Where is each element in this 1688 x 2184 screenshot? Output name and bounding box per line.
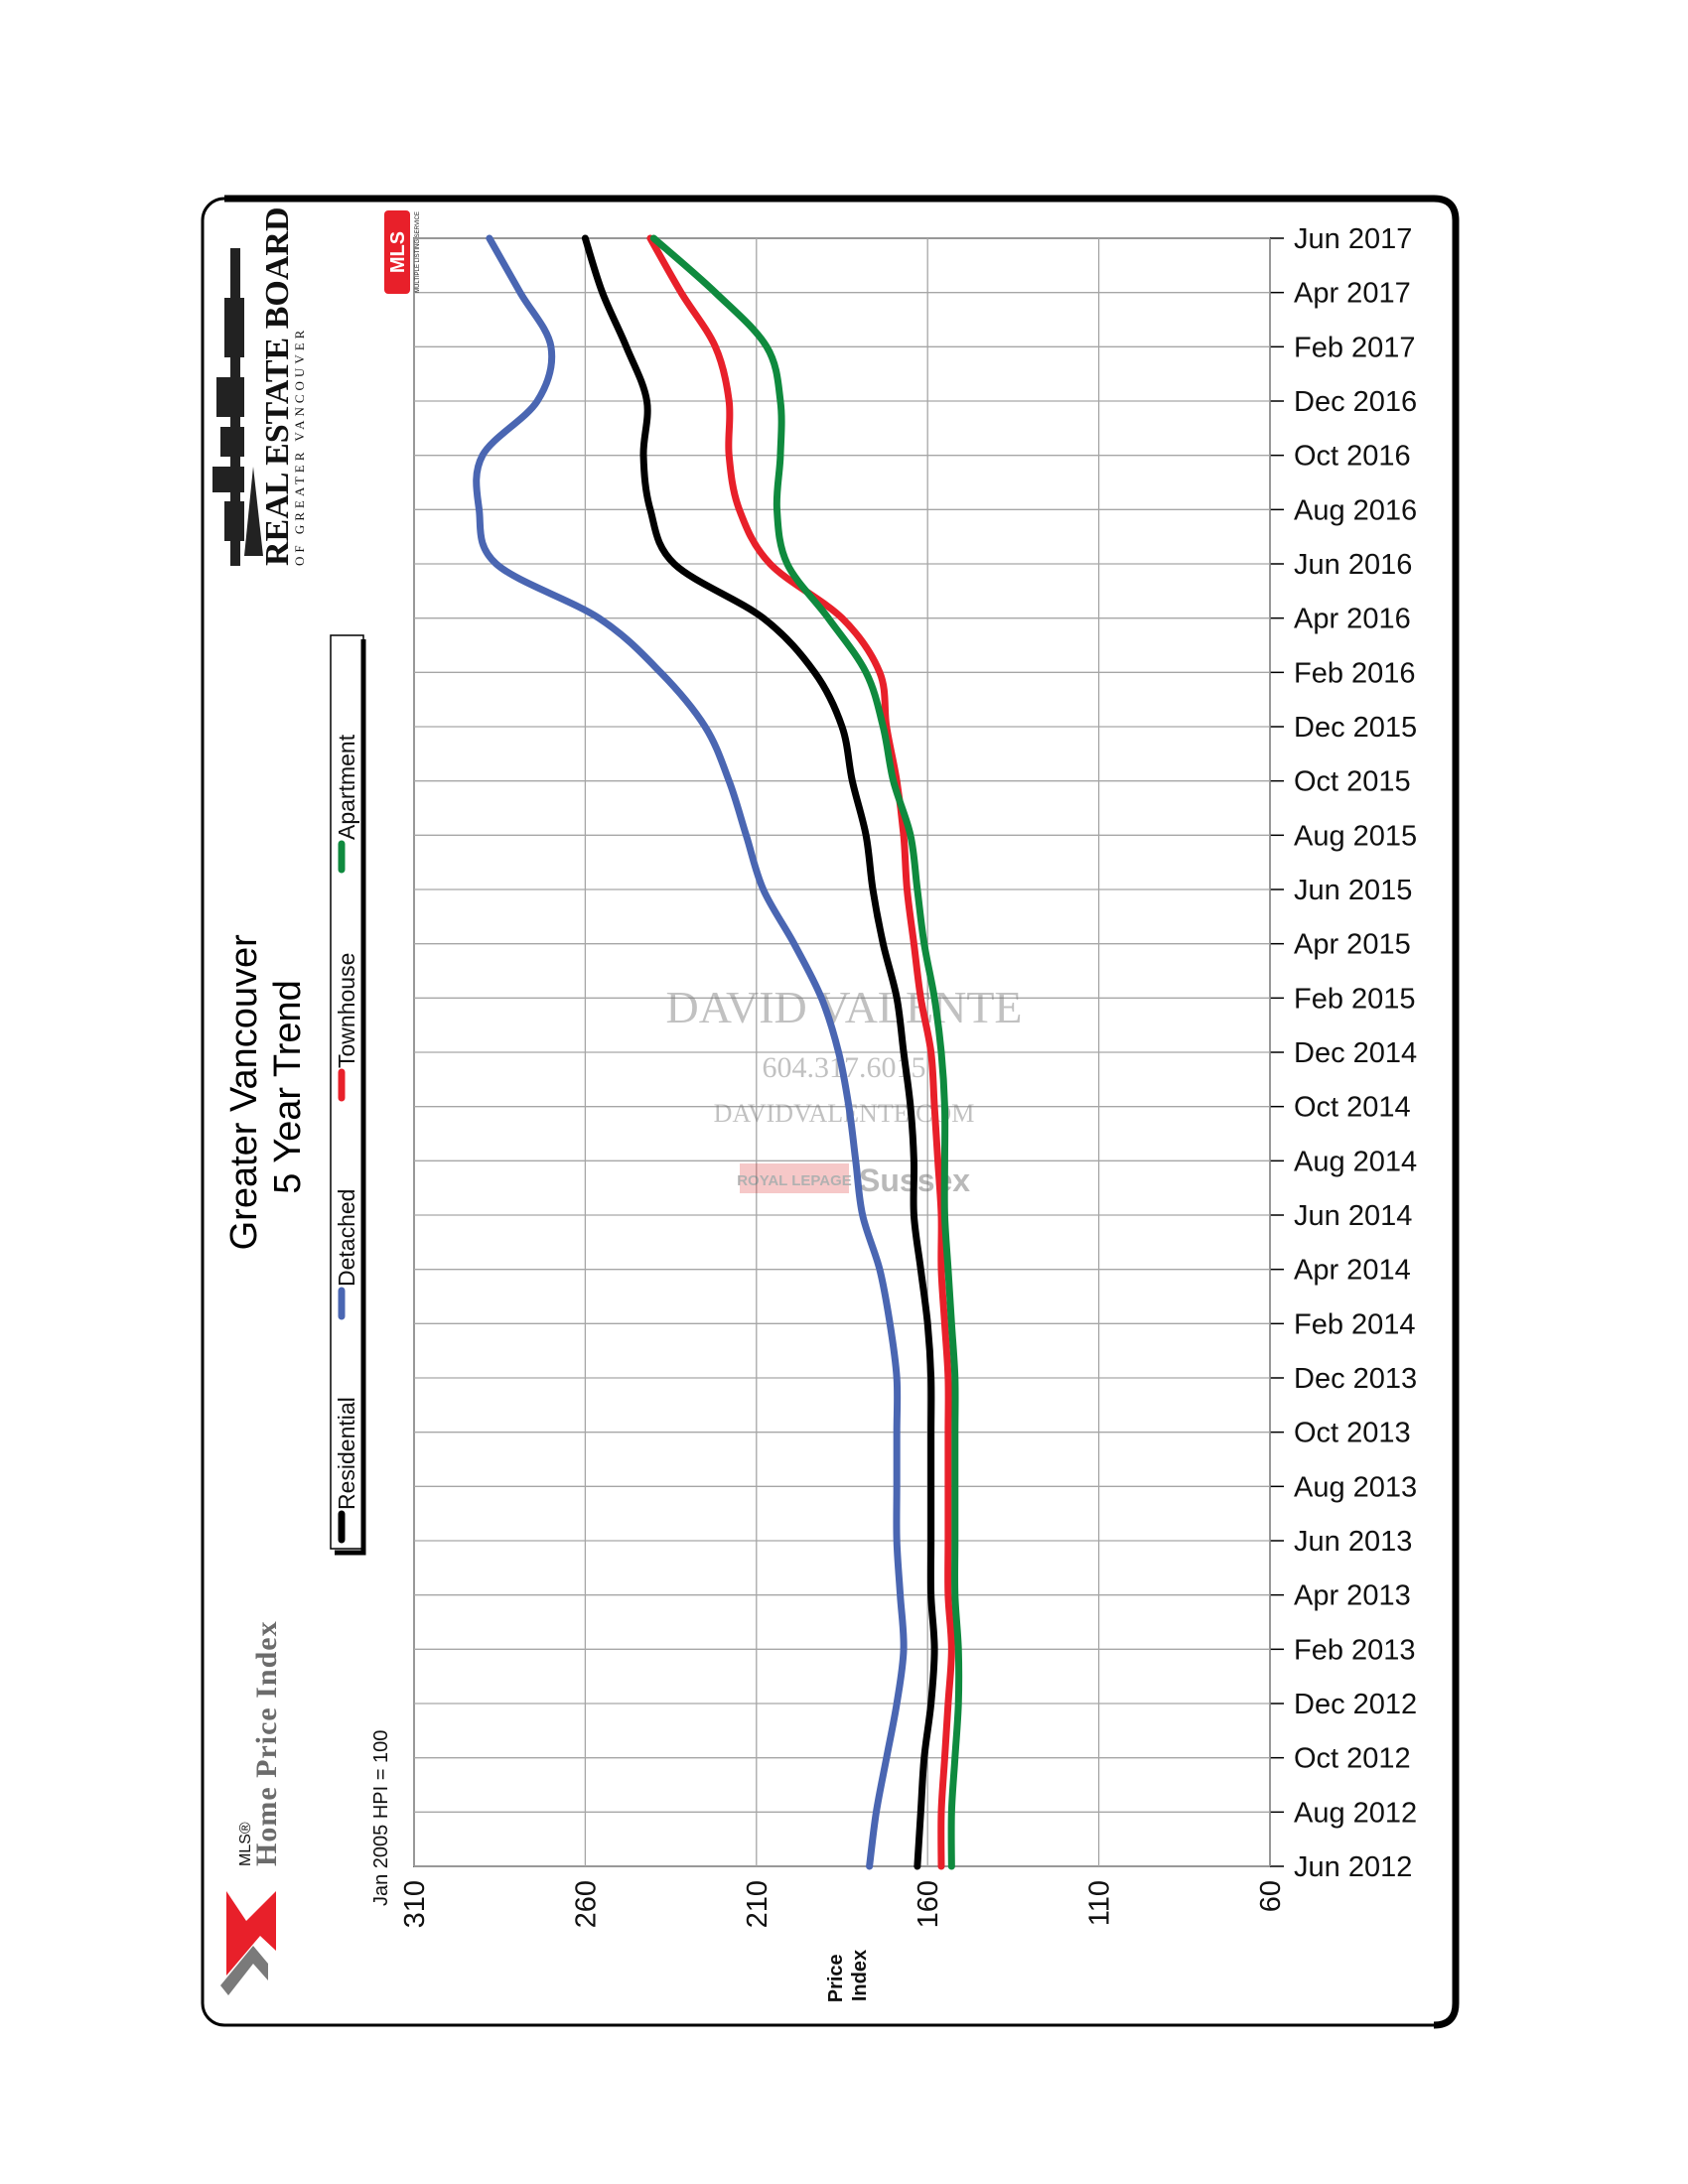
series-line-residential — [581, 234, 938, 1870]
date-tick-label: Feb 2017 — [1294, 332, 1416, 363]
date-tick-label: Apr 2013 — [1294, 1580, 1411, 1612]
date-tick-label: Oct 2012 — [1294, 1743, 1411, 1775]
series-lines — [473, 234, 963, 1870]
watermark-brokerage-left: ROYAL LEPAGE — [737, 1172, 852, 1189]
legend-label-detached: Detached — [334, 1189, 359, 1287]
grid-lines — [413, 237, 1284, 1867]
legend-label-residential: Residential — [334, 1397, 359, 1510]
date-tick-label: Dec 2013 — [1294, 1363, 1417, 1395]
date-tick-label: Aug 2015 — [1294, 820, 1417, 852]
date-tick-label: Dec 2015 — [1294, 712, 1417, 744]
date-tick-label: Apr 2014 — [1294, 1255, 1411, 1287]
date-tick-label: Aug 2013 — [1294, 1471, 1417, 1503]
chart-title-line2: 5 Year Trend — [267, 980, 309, 1194]
date-tick-label: Apr 2015 — [1294, 929, 1411, 961]
chart-title-line1: Greater Vancouver — [223, 934, 265, 1251]
date-tick-label: Oct 2015 — [1294, 766, 1411, 798]
mls-badge-sub: MULTIPLE LISTING SERVICE — [415, 211, 421, 293]
date-tick-label: Aug 2016 — [1294, 494, 1417, 526]
date-tick-label: Jun 2014 — [1294, 1200, 1412, 1232]
date-tick-label: Feb 2013 — [1294, 1634, 1416, 1666]
date-tick-label: Aug 2014 — [1294, 1146, 1417, 1177]
board-sub: OF GREATER VANCOUVER — [292, 327, 307, 566]
y-axis-title-line1: Price — [825, 1954, 847, 2002]
mls-badge-text: MLS — [387, 231, 409, 273]
chart-title: Greater Vancouver 5 Year Trend — [223, 924, 309, 1251]
date-tick-label: Feb 2016 — [1294, 657, 1416, 689]
price-tick-label: 210 — [742, 1880, 774, 1928]
date-tick-label: Feb 2014 — [1294, 1308, 1416, 1340]
board-name: REAL ESTATE BOARD — [259, 207, 296, 567]
hpi-logo-small: MLS® — [237, 1822, 254, 1866]
price-tick-labels: 310 260 210 160 110 60 — [399, 1880, 1287, 1928]
legend-label-townhouse: Townhouse — [334, 953, 359, 1068]
date-tick-labels: Jun 2012 Aug 2012 Oct 2012 Dec 2012 Feb 2013… — [1294, 223, 1417, 1883]
legend-label-apartment: Apartment — [334, 734, 359, 840]
date-tick-label: Jun 2013 — [1294, 1526, 1412, 1558]
series-line-detached — [473, 234, 908, 1870]
date-tick-label: Dec 2016 — [1294, 386, 1417, 418]
date-tick-label: Oct 2016 — [1294, 441, 1411, 473]
mls-badge: MLS MULTIPLE LISTING SERVICE — [384, 210, 421, 294]
legend: Residential Detached Townhouse Apartment — [330, 634, 366, 1556]
price-tick-label: 310 — [399, 1880, 431, 1928]
date-tick-label: Dec 2012 — [1294, 1689, 1417, 1720]
date-tick-label: Feb 2015 — [1294, 983, 1416, 1015]
series-line-apartment — [649, 234, 963, 1870]
price-tick-label: 160 — [913, 1880, 944, 1928]
y-axis-title: Price Index — [825, 1949, 871, 2003]
skyline-icon — [212, 248, 263, 566]
date-tick-label: Dec 2014 — [1294, 1037, 1417, 1069]
series-line-townhouse — [646, 234, 955, 1870]
board-logo: REAL ESTATE BOARD OF GREATER VANCOUVER — [212, 207, 307, 567]
hpi-logo-text: Home Price Index — [250, 1620, 283, 1866]
date-tick-label: Aug 2012 — [1294, 1797, 1417, 1829]
watermark-brokerage-box — [740, 1163, 849, 1193]
date-tick-label: Apr 2017 — [1294, 278, 1411, 310]
legend-box — [330, 634, 364, 1550]
baseline-note: Jan 2005 HPI = 100 — [370, 1730, 392, 1906]
y-axis-title-line2: Index — [849, 1950, 871, 2001]
price-tick-label: 110 — [1084, 1880, 1116, 1926]
date-tick-label: Jun 2016 — [1294, 549, 1412, 581]
date-tick-label: Jun 2015 — [1294, 875, 1412, 906]
hpi-logo: MLS® Home Price Index — [220, 1620, 283, 1995]
price-tick-label: 260 — [570, 1880, 602, 1928]
page-frame — [201, 195, 1460, 2029]
date-tick-label: Oct 2013 — [1294, 1418, 1411, 1449]
date-tick-label: Apr 2016 — [1294, 604, 1411, 635]
date-tick-label: Jun 2017 — [1294, 223, 1412, 255]
date-tick-label: Oct 2014 — [1294, 1092, 1411, 1124]
price-tick-label: 60 — [1255, 1880, 1287, 1912]
watermark-name: DAVID VALENTE — [665, 982, 1022, 1032]
date-tick-label: Jun 2012 — [1294, 1851, 1412, 1883]
hpi-logo-mark — [226, 1891, 276, 1976]
